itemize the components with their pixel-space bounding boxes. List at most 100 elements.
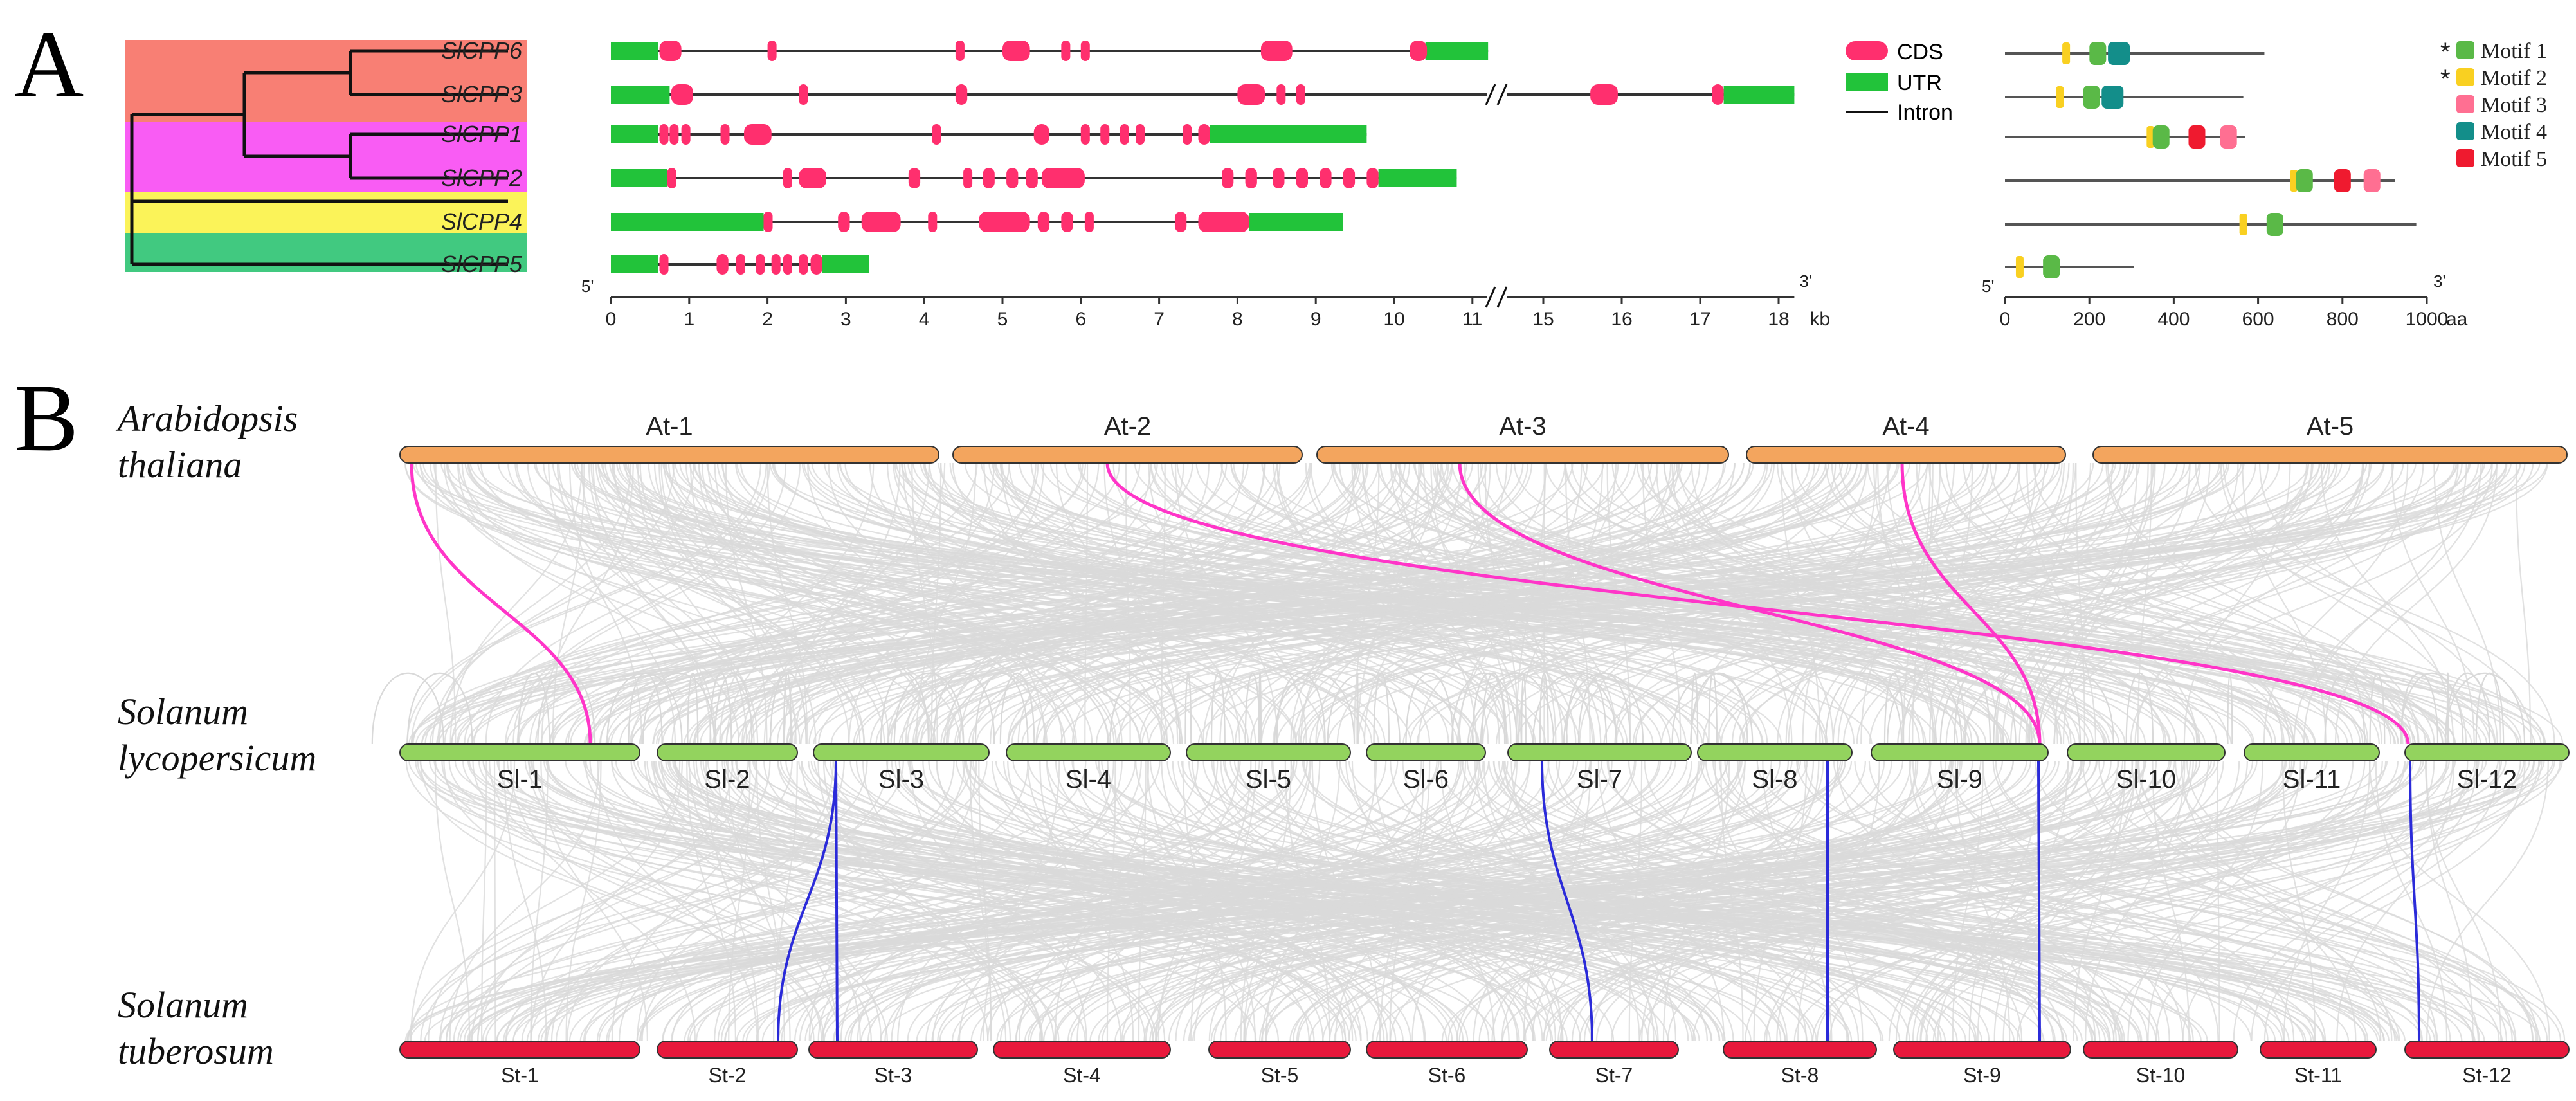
cds-exon xyxy=(799,254,808,275)
protein-motifs-slcpp4 xyxy=(2005,213,2417,236)
chromosome-sl-1: Sl-1 xyxy=(399,743,640,794)
cds-exon xyxy=(1136,124,1145,145)
chromosome-bar xyxy=(808,1041,978,1059)
cds-exon xyxy=(716,254,729,275)
cds-exon xyxy=(838,212,850,232)
motif-legend-swatch xyxy=(2456,122,2474,140)
motif-legend-label: Motif 1 xyxy=(2481,39,2547,63)
cds-exon xyxy=(1222,168,1234,188)
legend-utr-swatch xyxy=(1846,73,1888,91)
protein-motifs-slcpp6 xyxy=(2005,42,2265,65)
chromosome-label: Sl-7 xyxy=(1577,765,1622,794)
kb-tick-label: 2 xyxy=(762,309,773,330)
chromosome-label: St-9 xyxy=(1963,1064,2001,1087)
chromosome-label: At-2 xyxy=(1104,412,1151,441)
gene-structure-slcpp4 xyxy=(611,212,1343,232)
cds-exon xyxy=(1590,84,1618,105)
protein-motifs-slcpp1 xyxy=(2005,125,2245,149)
chromosome-bar xyxy=(1723,1041,1877,1059)
cds-exon xyxy=(799,168,826,188)
chromosome-label: Sl-2 xyxy=(704,765,750,794)
motif-legend-swatch xyxy=(2456,95,2474,113)
chromosome-st-7: St-7 xyxy=(1549,1041,1679,1087)
aa-tick-label: 600 xyxy=(2242,309,2274,330)
aa-axis-unit: aa xyxy=(2446,309,2468,330)
chromosome-label: Sl-6 xyxy=(1403,765,1449,794)
cds-exon xyxy=(955,84,968,105)
aa-tick-label: 0 xyxy=(2000,309,2011,330)
clade-1-background xyxy=(125,40,527,122)
chromosome-bar xyxy=(1208,1041,1351,1059)
utr-3prime xyxy=(1210,125,1367,143)
motif-1-box xyxy=(2083,86,2100,109)
kb-tick-label: 15 xyxy=(1532,309,1554,330)
link-sl-9-st-9 xyxy=(2037,760,2041,1042)
kb-tick-label: 18 xyxy=(1768,309,1789,330)
cds-exon xyxy=(1320,168,1332,188)
cds-exon xyxy=(763,212,773,232)
chromosome-bar xyxy=(993,1041,1171,1059)
chromosome-sl-8: Sl-8 xyxy=(1697,743,1853,794)
chromosome-bar xyxy=(2404,1041,2570,1059)
cds-exon xyxy=(1061,212,1073,232)
cds-exon xyxy=(1198,212,1249,232)
cds-exon xyxy=(1080,41,1090,61)
motif-legend-item-5: Motif 5 xyxy=(2456,147,2547,171)
chromosome-bar xyxy=(1316,446,1729,464)
chromosome-bar xyxy=(399,446,939,464)
chromosome-sl-11: Sl-11 xyxy=(2244,743,2380,794)
protein-motifs-slcpp5 xyxy=(2005,255,2134,278)
chromosome-bar xyxy=(657,743,798,761)
cds-exon xyxy=(1296,84,1305,105)
chromosome-st-11: St-11 xyxy=(2260,1041,2377,1087)
utr-3prime xyxy=(1723,86,1795,104)
chromosome-bar xyxy=(1549,1041,1679,1059)
chromosome-label: St-3 xyxy=(875,1064,912,1087)
kb-tick-label: 17 xyxy=(1689,309,1710,330)
legend-cds-swatch xyxy=(1846,41,1888,60)
motif-legend-item-3: Motif 3 xyxy=(2456,93,2547,117)
motif-1-box xyxy=(2152,125,2170,149)
cds-exon xyxy=(963,168,973,188)
motif-1-box xyxy=(2043,255,2060,278)
motif-2-box xyxy=(2146,126,2155,148)
motif-2-box xyxy=(2062,42,2071,64)
kb-tick-label: 9 xyxy=(1311,309,1321,330)
kb-tick-label: 8 xyxy=(1232,309,1243,330)
chromosome-bar xyxy=(657,1041,798,1059)
chromosome-bar xyxy=(952,446,1303,464)
motif-legend-label: Motif 4 xyxy=(2481,120,2547,144)
chromosome-label: St-7 xyxy=(1595,1064,1633,1087)
utr-5prime xyxy=(611,125,658,143)
utr-5prime xyxy=(611,86,670,104)
cds-exon xyxy=(667,168,676,188)
cds-exon xyxy=(1026,168,1038,188)
clade-3-background xyxy=(125,192,527,233)
chromosome-label: St-11 xyxy=(2294,1064,2342,1087)
cds-exon xyxy=(861,212,901,232)
aa-tick-label: 400 xyxy=(2157,309,2190,330)
species-name-line2: tuberosum xyxy=(118,1030,274,1072)
gene-label-slcpp4: SlCPP4 xyxy=(441,208,522,235)
link-sl-7-st-7 xyxy=(1541,760,1593,1042)
utr-5prime xyxy=(611,42,658,60)
chromosome-sl-12: Sl-12 xyxy=(2404,743,2570,794)
chromosome-bar xyxy=(399,1041,640,1059)
chromosome-bar xyxy=(2244,743,2380,761)
species-name-line2: lycopersicum xyxy=(118,737,316,779)
cds-exon xyxy=(1120,124,1129,145)
chromosome-sl-9: Sl-9 xyxy=(1871,743,2049,794)
link-at-2-sl-12 xyxy=(1105,462,2410,745)
gene-structure-slcpp1 xyxy=(611,124,1367,145)
motif-2-box xyxy=(2056,86,2064,108)
link-sl-12-st-12 xyxy=(2409,760,2420,1042)
chromosome-label: St-5 xyxy=(1261,1064,1299,1087)
kb-tick-label: 4 xyxy=(919,309,930,330)
motif-legend-label: Motif 3 xyxy=(2481,93,2547,117)
chromosome-label: Sl-1 xyxy=(497,765,543,794)
chromosome-label: At-4 xyxy=(1882,412,1929,441)
kb-tick-label: 5 xyxy=(997,309,1008,330)
chromosome-at-4: At-4 xyxy=(1746,412,2066,464)
chromosome-st-12: St-12 xyxy=(2404,1041,2570,1087)
cds-exon xyxy=(1237,84,1265,105)
